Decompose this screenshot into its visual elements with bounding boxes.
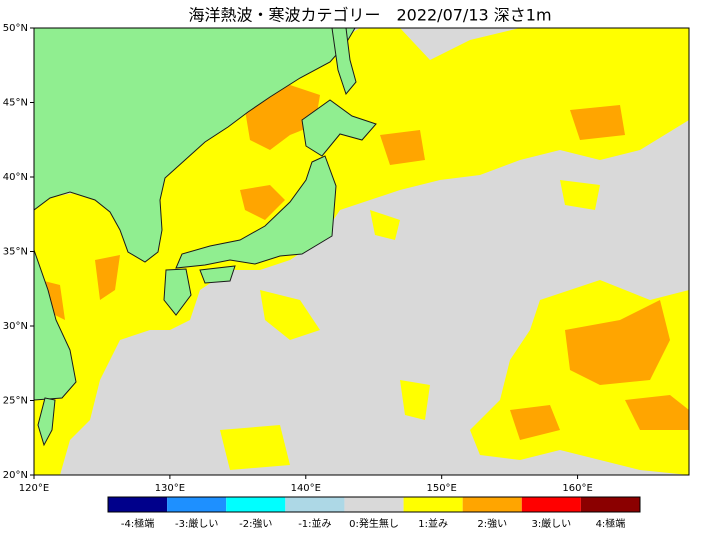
- colorbar-label: -2:強い: [239, 517, 272, 530]
- y-tick-label: 50°N: [3, 23, 28, 34]
- land-mainland: [34, 28, 356, 263]
- land-taiwan: [37, 397, 56, 447]
- region-moderate: [260, 290, 320, 340]
- colorbar-label: 4:極端: [596, 517, 626, 530]
- colorbar-swatch: [167, 497, 227, 512]
- y-tick-label: 25°N: [3, 396, 28, 407]
- colorbar-label: 2:強い: [477, 517, 507, 530]
- map-title: 海洋熱波・寒波カテゴリー 2022/07/13 深さ1m: [188, 6, 551, 25]
- colorbar-label: 1:並み: [418, 517, 448, 530]
- x-tick-label: 150°E: [426, 483, 456, 494]
- land-china: [34, 249, 77, 401]
- colorbar-swatch: [462, 497, 522, 512]
- land-hokkaido: [301, 99, 377, 157]
- y-tick-label: 20°N: [3, 470, 28, 481]
- x-tick-label: 140°E: [291, 483, 321, 494]
- region-strong: [625, 395, 689, 430]
- map-area: [34, 28, 689, 475]
- y-tick-label: 35°N: [3, 247, 28, 258]
- y-tick-label: 40°N: [3, 172, 28, 183]
- colorbar-frame: [107, 496, 641, 513]
- x-tick-label: 160°E: [562, 483, 592, 494]
- region-moderate: [370, 210, 400, 240]
- x-tick-label: 130°E: [155, 483, 185, 494]
- y-tick-label: 30°N: [3, 321, 28, 332]
- y-tick-label: 45°N: [3, 98, 28, 109]
- region-strong: [95, 255, 120, 300]
- region-moderate: [400, 380, 430, 420]
- colorbar-label: 0:発生無し: [349, 517, 399, 530]
- colorbar-label: -1:並み: [298, 517, 331, 530]
- colorbar-swatch: [403, 497, 463, 512]
- region-strong: [510, 405, 560, 440]
- region-strong: [565, 300, 670, 385]
- land-honshu: [175, 155, 337, 269]
- colorbar-label: -3:厳しい: [175, 517, 218, 530]
- land-kyushu: [163, 268, 192, 316]
- region-moderate: [220, 425, 290, 470]
- land-shikoku: [199, 265, 236, 284]
- region-strong: [240, 185, 285, 220]
- land-sakhalin: [331, 28, 357, 96]
- region-strong: [380, 130, 425, 165]
- x-tick-label: 120°E: [19, 483, 49, 494]
- colorbar-swatch: [344, 497, 404, 512]
- colorbar-swatch: [226, 497, 286, 512]
- colorbar-swatch: [108, 497, 168, 512]
- region-moderate: [560, 180, 600, 210]
- colorbar-swatch: [521, 497, 581, 512]
- colorbar-label: 3:厳しい: [531, 517, 571, 530]
- colorbar-swatch: [580, 497, 640, 512]
- colorbar: -4:極端 -3:厳しい -2:強い -1:並み 0:発生無し 1:並み 2:強い 3:厳しい…: [107, 496, 641, 530]
- colorbar-label: -4:極端: [121, 517, 154, 530]
- colorbar-swatch: [285, 497, 345, 512]
- region-strong: [570, 105, 625, 140]
- axes: 120°E 130°E 140°E 150°E 160°E 20°N 25°N 30°N 35°…: [3, 23, 593, 494]
